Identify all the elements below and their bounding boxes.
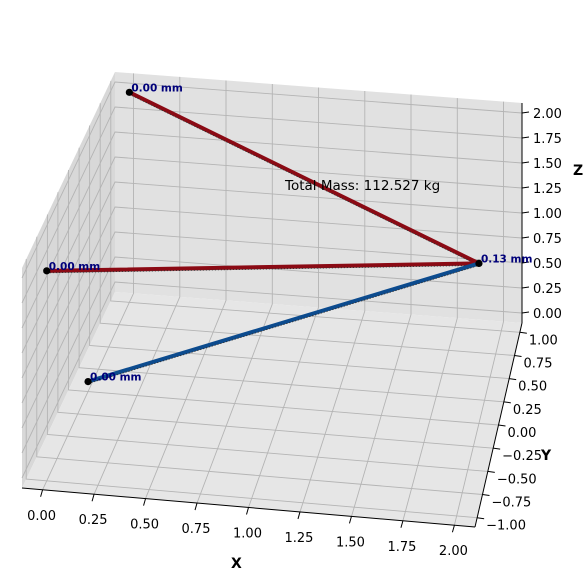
z-tick-label: 1.25 bbox=[533, 182, 562, 197]
x-tick-label: 2.00 bbox=[439, 544, 468, 559]
y-tick-label: −0.75 bbox=[491, 496, 531, 511]
y-tick-label: 0.50 bbox=[518, 380, 547, 395]
node-displacement-label: 0.00 mm bbox=[49, 261, 101, 273]
total-mass-annotation: Total Mass: 112.527 kg bbox=[284, 178, 440, 194]
node-displacement-label: 0.00 mm bbox=[90, 372, 142, 384]
x-tick-label: 0.00 bbox=[27, 509, 56, 524]
y-tick-label: 1.00 bbox=[529, 333, 558, 348]
y-tick-label: −0.25 bbox=[502, 449, 542, 464]
y-tick-label: −1.00 bbox=[486, 519, 526, 534]
x-tick-label: 0.50 bbox=[130, 518, 159, 533]
x-tick-label: 1.25 bbox=[285, 531, 314, 546]
z-tick-label: 0.25 bbox=[533, 282, 562, 297]
z-tick-label: 0.50 bbox=[533, 257, 562, 272]
z-tick-label: 0.00 bbox=[533, 307, 562, 322]
x-tick-label: 1.75 bbox=[387, 540, 416, 555]
z-tick-label: 1.00 bbox=[533, 207, 562, 222]
y-tick-label: 0.00 bbox=[508, 426, 537, 441]
x-tick-label: 0.75 bbox=[182, 522, 211, 537]
x-tick-label: 1.50 bbox=[336, 535, 365, 550]
z-axis-label: Z bbox=[573, 163, 583, 179]
z-tick-label: 1.75 bbox=[533, 132, 562, 147]
node-displacement-label: 0.00 mm bbox=[131, 82, 183, 94]
z-tick-label: 0.75 bbox=[533, 232, 562, 247]
x-axis-label: X bbox=[231, 556, 242, 572]
z-tick-label: 1.50 bbox=[533, 157, 562, 172]
node-displacement-label: 0.13 mm bbox=[481, 253, 533, 265]
z-tick-label: 2.00 bbox=[533, 107, 562, 122]
y-axis-label: Y bbox=[540, 448, 552, 464]
x-tick-label: 0.25 bbox=[79, 513, 108, 528]
y-tick-label: 0.25 bbox=[513, 403, 542, 418]
x-tick-label: 1.00 bbox=[233, 527, 262, 542]
y-tick-label: 0.75 bbox=[524, 356, 553, 371]
y-tick-label: −0.50 bbox=[497, 472, 537, 487]
